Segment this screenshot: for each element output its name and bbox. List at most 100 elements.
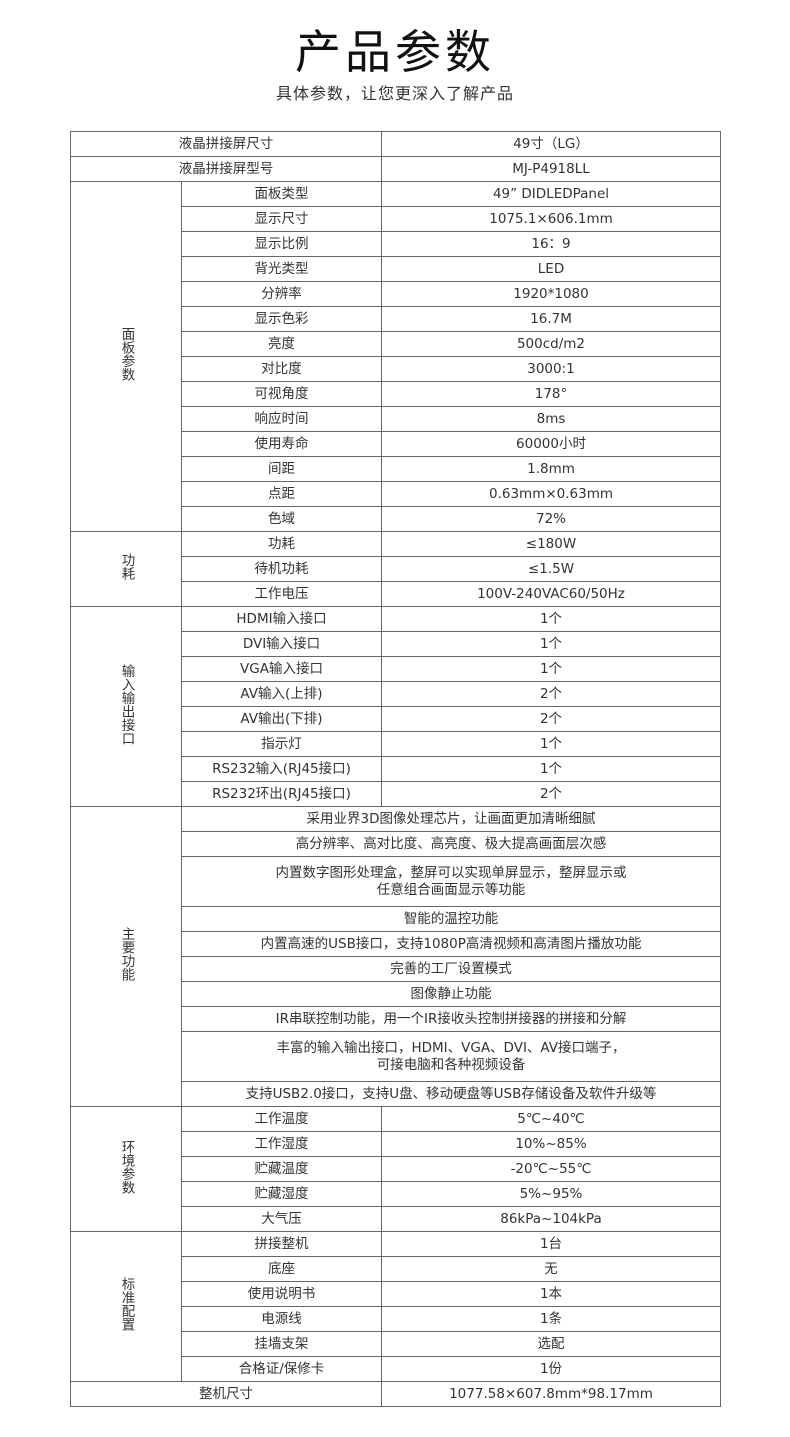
feature-text: 智能的温控功能 xyxy=(181,906,721,932)
page-title: 产品参数 xyxy=(295,25,495,79)
feature-text: 高分辨率、高对比度、高亮度、极大提高画面层次感 xyxy=(181,831,721,857)
row-label: 可视角度 xyxy=(181,381,382,407)
row-label: 间距 xyxy=(181,456,382,482)
table-row: 显示尺寸 1075.1×606.1mm xyxy=(71,206,721,232)
row-label: 亮度 xyxy=(181,331,382,357)
spec-table: 液晶拼接屏尺寸 49寸（LG） 液晶拼接屏型号 MJ-P4918LL 面板参数 面板类型 4… xyxy=(70,131,721,1407)
row-label: 背光类型 xyxy=(181,256,382,282)
row-value: 1个 xyxy=(381,631,721,657)
row-value: 10%~85% xyxy=(381,1131,721,1157)
table-row: 色域 72% xyxy=(71,506,721,532)
row-label: 贮藏温度 xyxy=(181,1156,382,1182)
group-label: 输入输出接口 xyxy=(118,663,135,745)
feature-text: 内置高速的USB接口，支持1080P高清视频和高清图片播放功能 xyxy=(181,931,721,957)
row-label: 面板类型 xyxy=(181,181,382,207)
row-value: 1个 xyxy=(381,756,721,782)
table-row: DVI输入接口 1个 xyxy=(71,631,721,657)
row-value: 60000小时 xyxy=(381,431,721,457)
row-value: LED xyxy=(381,256,721,282)
row-label: 合格证/保修卡 xyxy=(181,1356,382,1382)
row-label: 拼接整机 xyxy=(181,1231,382,1257)
row-value: 72% xyxy=(381,506,721,532)
group-label-cell: 标准配置 xyxy=(70,1231,182,1382)
table-row: 亮度 500cd/m2 xyxy=(71,331,721,357)
row-value: 1920*1080 xyxy=(381,281,721,307)
row-value: 16.7M xyxy=(381,306,721,332)
row-label: 工作电压 xyxy=(181,581,382,607)
table-row: 大气压 86kPa~104kPa xyxy=(71,1206,721,1232)
row-label: 工作温度 xyxy=(181,1106,382,1132)
group-label: 环境参数 xyxy=(118,1139,135,1194)
feature-text: 图像静止功能 xyxy=(181,981,721,1007)
table-row: 分辨率 1920*1080 xyxy=(71,281,721,307)
row-value: 1.8mm xyxy=(381,456,721,482)
row-value: 1份 xyxy=(381,1356,721,1382)
group-label: 面板参数 xyxy=(118,327,135,381)
table-row: 贮藏温度 -20℃~55℃ xyxy=(71,1156,721,1182)
row-value: 1个 xyxy=(381,731,721,757)
row-value: 3000:1 xyxy=(381,356,721,382)
row-label: 待机功耗 xyxy=(181,556,382,582)
row-value: 2个 xyxy=(381,681,721,707)
table-row: 支持USB2.0接口，支持U盘、移动硬盘等USB存储设备及软件升级等 xyxy=(71,1081,721,1107)
row-label: 贮藏湿度 xyxy=(181,1181,382,1207)
row-value: 1077.58×607.8mm*98.17mm xyxy=(381,1381,721,1407)
table-row: 环境参数 工作温度 5℃~40℃ xyxy=(70,1106,721,1232)
row-label: 响应时间 xyxy=(181,406,382,432)
table-row: 背光类型 LED xyxy=(71,256,721,282)
group-label-cell: 主要功能 xyxy=(70,806,182,1107)
table-row: 贮藏湿度 5%~95% xyxy=(71,1181,721,1207)
table-row: 功耗 功耗 ≤180W xyxy=(70,531,721,607)
row-value: 无 xyxy=(381,1256,721,1282)
row-value: 49” DIDLEDPanel xyxy=(381,181,721,207)
feature-text: 采用业界3D图像处理芯片，让画面更加清晰细腻 xyxy=(181,806,721,832)
row-label: 指示灯 xyxy=(181,731,382,757)
table-row: 丰富的输入输出接口，HDMI、VGA、DVI、AV接口端子， 可接电脑和各种视频… xyxy=(71,1031,721,1082)
row-label: 色域 xyxy=(181,506,382,532)
feature-text: 丰富的输入输出接口，HDMI、VGA、DVI、AV接口端子， 可接电脑和各种视频… xyxy=(181,1031,721,1082)
row-label: VGA输入接口 xyxy=(181,656,382,682)
table-row: 使用寿命 60000小时 xyxy=(71,431,721,457)
row-value: ≤1.5W xyxy=(381,556,721,582)
row-label: 工作湿度 xyxy=(181,1131,382,1157)
table-row: 显示比例 16：9 xyxy=(71,231,721,257)
row-label: 整机尺寸 xyxy=(70,1381,382,1407)
feature-text: 支持USB2.0接口，支持U盘、移动硬盘等USB存储设备及软件升级等 xyxy=(181,1081,721,1107)
row-value: 500cd/m2 xyxy=(381,331,721,357)
table-row: 内置数字图形处理盒，整屏可以实现单屏显示，整屏显示或 任意组合画面显示等功能 xyxy=(71,856,721,907)
row-label: 功耗 xyxy=(181,531,382,557)
row-value: 5%~95% xyxy=(381,1181,721,1207)
group-label: 标准配置 xyxy=(118,1277,135,1331)
table-row: 液晶拼接屏尺寸 49寸（LG） xyxy=(70,131,721,157)
row-label: RS232输入(RJ45接口) xyxy=(181,756,382,782)
table-row: 主要功能 采用业界3D图像处理芯片，让画面更加清晰细腻 xyxy=(70,806,721,1107)
row-label: 大气压 xyxy=(181,1206,382,1232)
row-label: 显示比例 xyxy=(181,231,382,257)
table-row: IR串联控制功能，用一个IR接收头控制拼接器的拼接和分解 xyxy=(71,1006,721,1032)
row-value: 1075.1×606.1mm xyxy=(381,206,721,232)
row-label: 显示色彩 xyxy=(181,306,382,332)
table-row: 整机尺寸 1077.58×607.8mm*98.17mm xyxy=(70,1381,721,1407)
table-row: 高分辨率、高对比度、高亮度、极大提高画面层次感 xyxy=(71,831,721,857)
row-label: 点距 xyxy=(181,481,382,507)
row-label: 使用说明书 xyxy=(181,1281,382,1307)
feature-text: 完善的工厂设置模式 xyxy=(181,956,721,982)
table-row: 待机功耗 ≤1.5W xyxy=(71,556,721,582)
page-subtitle: 具体参数，让您更深入了解产品 xyxy=(275,84,514,103)
row-value: ≤180W xyxy=(381,531,721,557)
row-label: 使用寿命 xyxy=(181,431,382,457)
row-label: 液晶拼接屏型号 xyxy=(70,156,382,182)
row-label: AV输出(下排) xyxy=(181,706,382,732)
row-label: AV输入(上排) xyxy=(181,681,382,707)
row-value: 178° xyxy=(381,381,721,407)
table-row: 底座无 xyxy=(71,1256,721,1282)
table-row: 点距 0.63mm×0.63mm xyxy=(71,481,721,507)
row-value: 2个 xyxy=(381,706,721,732)
feature-text: 内置数字图形处理盒，整屏可以实现单屏显示，整屏显示或 任意组合画面显示等功能 xyxy=(181,856,721,907)
table-row: 内置高速的USB接口，支持1080P高清视频和高清图片播放功能 xyxy=(71,931,721,957)
table-row: 工作电压 100V-240VAC60/50Hz xyxy=(71,581,721,607)
table-row: 输入输出接口 HDMI输入接口 1个 xyxy=(70,606,721,807)
row-label: DVI输入接口 xyxy=(181,631,382,657)
feature-text: IR串联控制功能，用一个IR接收头控制拼接器的拼接和分解 xyxy=(181,1006,721,1032)
row-label: HDMI输入接口 xyxy=(181,606,382,632)
